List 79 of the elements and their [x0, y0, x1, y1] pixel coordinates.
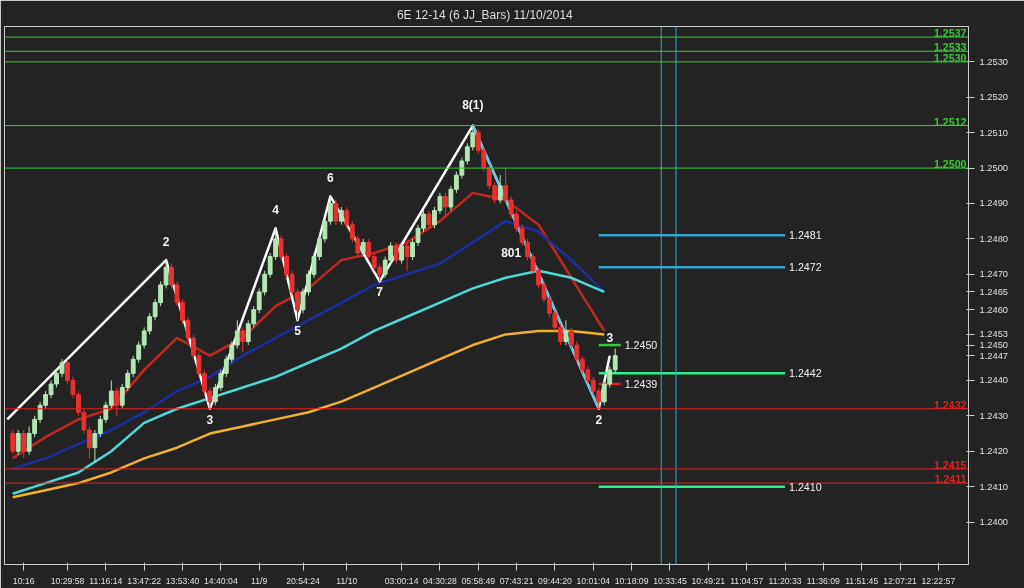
x-tick-label: 03:00:14	[384, 575, 419, 586]
x-tick-label: 09:44:20	[538, 575, 572, 586]
y-tick-label: 1.2530	[979, 56, 1009, 67]
annotation: 7	[376, 285, 384, 300]
x-tick-label: 12:22:57	[921, 575, 956, 586]
candlestick	[393, 241, 399, 265]
annotation: 2	[595, 412, 603, 427]
data-label: 1.2481	[789, 229, 822, 242]
x-tick-label: 10:49:21	[691, 575, 726, 586]
ref-line-label: 1.2537	[933, 27, 967, 40]
annotation: 8(1)	[462, 97, 484, 112]
x-tick-label: 11:36:09	[806, 575, 841, 586]
annotation: 801	[501, 245, 522, 260]
y-tick-label: 1.2420	[979, 446, 1009, 457]
x-tick-label: 11:20:33	[768, 575, 802, 586]
data-label: 1.2472	[789, 261, 822, 274]
ref-line-label: 1.2512	[933, 115, 967, 128]
ref-line-label: 1.2530	[933, 51, 967, 64]
x-tick-label: 10:16	[12, 575, 35, 586]
x-tick-label: 13:47:22	[127, 575, 162, 586]
x-tick-label: 04:30:28	[423, 575, 457, 586]
y-tick-label: 1.2470	[979, 269, 1009, 280]
y-tick-label: 1.2410	[979, 481, 1009, 492]
candlestick	[399, 241, 405, 265]
y-tick-label: 1.2520	[979, 92, 1009, 103]
candlestick	[10, 429, 16, 456]
y-tick-label: 1.2460	[979, 304, 1009, 315]
x-tick-label: 10:01:04	[576, 575, 611, 586]
candlestick	[240, 326, 246, 353]
chart-title: 6E 12-14 (6 JJ_Bars) 11/10/2014	[396, 7, 574, 22]
candlestick	[333, 199, 339, 226]
x-tick-label: 14:40:04	[204, 575, 238, 586]
y-tick-label: 1.2440	[979, 375, 1009, 386]
candlestick	[404, 241, 410, 272]
ref-line-label: 1.2432	[933, 398, 967, 411]
x-tick-label: 11:04:57	[730, 575, 764, 586]
candlestick	[443, 192, 448, 219]
ref-line-label: 1.2533	[933, 41, 967, 54]
y-tick-label: 1.2450	[979, 340, 1009, 351]
line-series	[11, 269, 606, 495]
annotation: 4	[272, 203, 280, 218]
data-label: 1.2439	[624, 377, 658, 390]
y-tick-label: 1.2453	[979, 329, 1009, 340]
candlestick	[497, 174, 503, 204]
x-tick-label: 11:16:14	[89, 575, 123, 586]
x-tick-label: 07:43:21	[499, 575, 534, 586]
y-tick-label: 1.2400	[979, 517, 1009, 528]
x-tick-label: 11/9	[251, 575, 268, 586]
candlestick	[21, 429, 27, 459]
candlestick	[563, 319, 569, 346]
x-tick-label: 11/10	[336, 575, 358, 586]
annotation: 2	[162, 235, 170, 250]
x-tick-label: 05:58:49	[461, 575, 496, 586]
data-label: 1.2450	[624, 339, 658, 352]
x-tick-label: 12:07:21	[883, 575, 918, 586]
annotation: 3	[206, 412, 214, 427]
x-tick-label: 10:18:09	[614, 575, 649, 586]
data-label: 1.2410	[789, 480, 822, 493]
ref-line-label: 1.2500	[933, 158, 967, 171]
x-tick-label: 13:53:40	[165, 575, 200, 586]
x-tick-label: 10:29:58	[50, 575, 85, 586]
ref-line-label: 1.2411	[934, 473, 967, 486]
y-tick-label: 1.2490	[979, 198, 1009, 209]
data-label: 1.2442	[789, 367, 822, 380]
ref-line-label: 1.2415	[933, 458, 967, 471]
y-tick-label: 1.2500	[979, 163, 1009, 174]
x-tick-label: 11:51:45	[845, 575, 879, 586]
y-tick-label: 1.2510	[979, 127, 1009, 138]
annotation: 5	[294, 324, 302, 339]
y-tick-label: 1.2465	[979, 286, 1009, 297]
candlestick	[114, 387, 120, 417]
annotation: 6	[327, 171, 335, 186]
y-tick-label: 1.2430	[979, 410, 1009, 421]
annotation: 3	[606, 330, 614, 345]
x-tick-label: 10:33:45	[653, 575, 688, 586]
y-tick-label: 1.2447	[979, 350, 1009, 361]
candlestick	[15, 429, 21, 456]
y-tick-label: 1.2480	[979, 233, 1009, 244]
x-tick-label: 20:54:24	[286, 575, 321, 586]
